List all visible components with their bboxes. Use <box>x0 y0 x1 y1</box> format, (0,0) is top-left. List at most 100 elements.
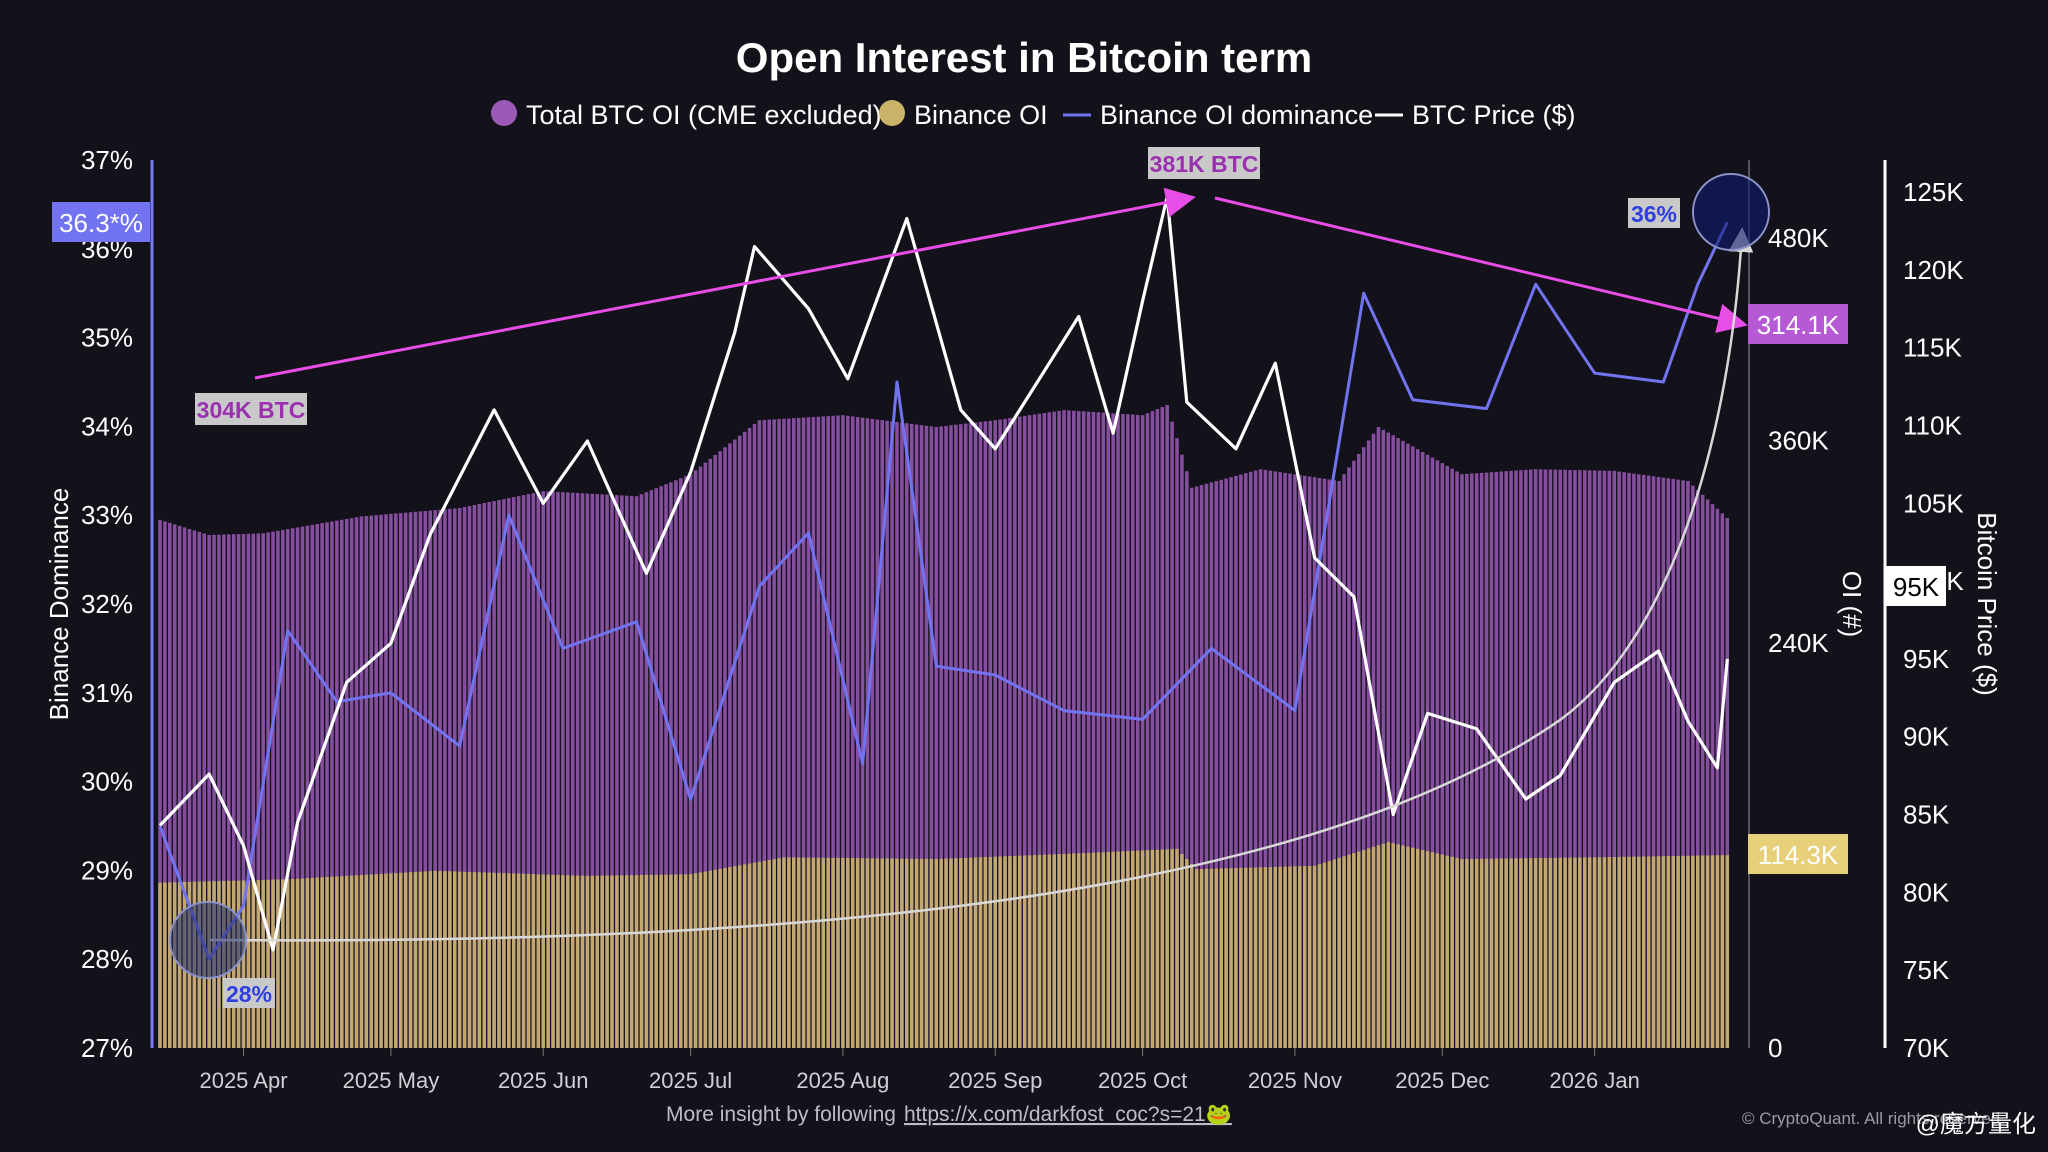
binance-oi-bar <box>408 872 413 1048</box>
binance-oi-bar <box>1543 857 1548 1048</box>
left-tick-label: 34% <box>81 411 133 441</box>
binance-oi-bar <box>418 871 423 1048</box>
price-tick-label: 75K <box>1903 955 1950 985</box>
total-oi-bar <box>1602 470 1607 1048</box>
binance-oi-bar <box>1528 858 1533 1048</box>
binance-oi-bar <box>595 875 600 1048</box>
binance-oi-bar <box>1091 852 1096 1048</box>
legend-label-dominance: Binance OI dominance <box>1100 100 1373 130</box>
total-oi-bar <box>369 515 374 1048</box>
total-oi-bar <box>325 522 329 1048</box>
total-oi-bar <box>516 496 521 1048</box>
total-oi-bar <box>398 513 403 1048</box>
total-oi-bar <box>900 422 904 1048</box>
series-lines <box>158 195 1729 961</box>
total-oi-bar <box>1140 415 1145 1048</box>
total-oi-bar <box>1106 412 1110 1048</box>
watermark: @魔方量化 <box>1916 1111 2036 1138</box>
total-oi-bar <box>1283 472 1287 1048</box>
total-oi-bar <box>1484 472 1489 1048</box>
binance-oi-bar <box>433 870 437 1048</box>
total-oi-bar <box>1671 478 1675 1049</box>
binance-oi-bar <box>590 875 595 1048</box>
binance-oi-bar <box>1666 856 1671 1048</box>
binance-oi-bar <box>1165 849 1169 1048</box>
binance-oi-bar <box>379 873 383 1048</box>
total-oi-bar <box>335 520 339 1048</box>
binance-oi-bar <box>801 857 806 1048</box>
binance-oi-bar <box>1155 849 1160 1048</box>
binance-oi-bar <box>1371 846 1376 1048</box>
legend-marker-binance-oi <box>879 100 905 126</box>
total-oi-bar <box>836 415 840 1048</box>
total-oi-bar <box>1509 470 1513 1048</box>
binance-oi-bar <box>816 857 821 1048</box>
binance-oi-bar <box>890 858 894 1048</box>
binance-oi-bar <box>536 874 541 1048</box>
x-tick-label: 2025 May <box>343 1068 440 1093</box>
binance-oi-bar <box>1509 858 1513 1048</box>
binance-oi-bar <box>1253 867 1258 1048</box>
total-oi-bar <box>1194 486 1199 1049</box>
total-oi-bar <box>1720 513 1725 1048</box>
binance-oi-bar <box>1479 858 1484 1048</box>
total-oi-bar <box>1037 413 1042 1048</box>
total-oi-bar <box>963 423 968 1048</box>
binance-oi-bar <box>615 875 619 1048</box>
binance-oi-bar <box>168 882 172 1048</box>
total-oi-bar <box>890 421 894 1048</box>
oi-current-tag <box>1748 304 1848 344</box>
binance-oi-bar <box>172 882 177 1048</box>
binance-oi-bar <box>600 875 604 1048</box>
binance-oi-bar <box>968 857 973 1048</box>
total-oi-bar <box>340 519 344 1048</box>
total-oi-bar <box>536 492 541 1048</box>
total-oi-bar <box>1170 421 1174 1049</box>
binance-oi-bar <box>457 871 462 1048</box>
binance-oi-bar <box>403 872 408 1048</box>
binance-oi-bar <box>325 877 329 1048</box>
binance-oi-bar <box>1622 856 1626 1048</box>
legend-label-total-oi: Total BTC OI (CME excluded) <box>526 100 882 130</box>
total-oi-bar <box>1686 481 1690 1048</box>
binance-oi-bar <box>570 875 575 1048</box>
total-oi-bar <box>747 427 752 1048</box>
total-oi-bar <box>1563 469 1567 1048</box>
dominance-high-label: 36% <box>1631 201 1677 227</box>
dominance-low-label: 28% <box>226 981 272 1007</box>
binance-oi-bar <box>870 858 875 1048</box>
binance-oi-bar <box>1347 854 1351 1048</box>
total-oi-bar <box>1160 407 1165 1048</box>
total-oi-bar <box>959 424 963 1048</box>
total-oi-bar <box>841 415 845 1048</box>
total-oi-bar <box>1072 410 1076 1048</box>
binance-oi-bar <box>1671 856 1675 1048</box>
binance-oi-bar <box>1312 865 1317 1048</box>
footer-link[interactable]: https://x.com/darkfost_coc?s=21🐸 <box>904 1103 1232 1126</box>
binance-oi-bar <box>1293 866 1297 1048</box>
binance-oi-bar <box>1455 857 1459 1048</box>
total-oi-bar <box>448 508 452 1048</box>
binance-oi-bar <box>1710 855 1715 1048</box>
left-tick-label: 35% <box>81 323 133 353</box>
binance-oi-bar <box>1121 851 1125 1048</box>
total-oi-bar <box>742 431 747 1049</box>
total-oi-bar <box>615 495 619 1048</box>
binance-oi-bar <box>1499 858 1504 1048</box>
total-oi-bar <box>1086 411 1091 1048</box>
total-oi-bar <box>187 528 192 1048</box>
left-axis-title: Binance Dominance <box>44 488 74 721</box>
binance-oi-bar <box>1342 856 1346 1048</box>
binance-oi-bar <box>1234 868 1238 1048</box>
binance-oi-bar <box>276 879 280 1048</box>
binance-oi-bar <box>629 875 634 1048</box>
total-oi-bar <box>1548 469 1553 1048</box>
left-tick-label: 27% <box>81 1033 133 1063</box>
total-oi-bar <box>1150 411 1155 1048</box>
legend-marker-total-oi <box>491 100 517 126</box>
total-oi-bar <box>1504 471 1508 1048</box>
total-oi-bar <box>664 484 668 1049</box>
binance-oi-bar <box>1298 866 1302 1048</box>
price-tick-label: 90K <box>1903 722 1950 752</box>
binance-oi-bar <box>693 873 698 1048</box>
